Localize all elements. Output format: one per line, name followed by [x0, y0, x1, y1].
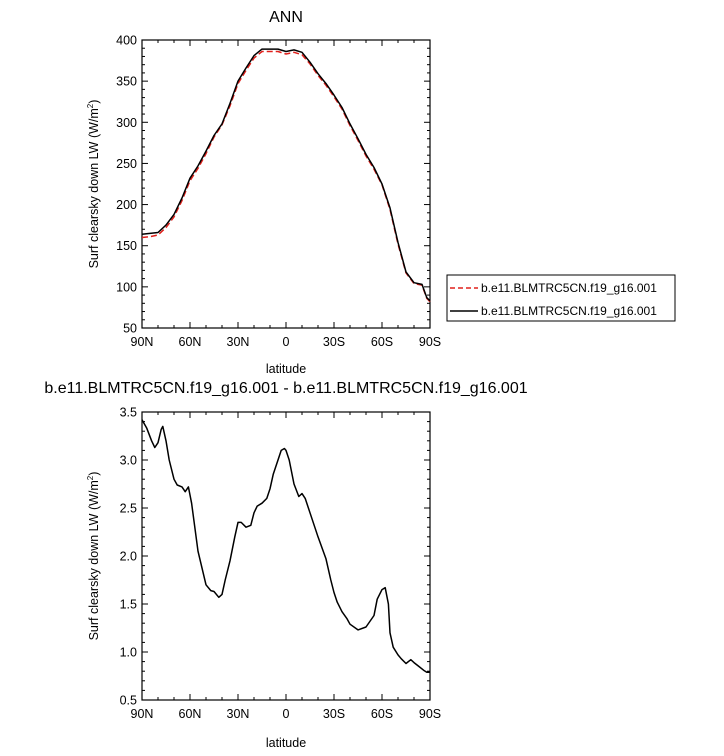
y-tick-label: 100: [116, 280, 137, 294]
y-tick-label: 2.5: [120, 502, 137, 516]
y-tick-label: 3.5: [120, 406, 137, 420]
x-tick-label: 60N: [179, 707, 202, 721]
y-tick-label: 0.5: [120, 694, 137, 708]
y-tick-label: 350: [116, 75, 137, 89]
x-tick-label: 0: [283, 707, 290, 721]
bottom-chart-panel: b.e11.BLMTRC5CN.f19_g16.001 - b.e11.BLMT…: [44, 380, 527, 750]
top-x-axis-label: latitude: [266, 362, 306, 376]
x-tick-label: 30N: [227, 707, 250, 721]
top-plot-area: 90N 60N 30N 0 30S 60S 90S 50 100 150 200 250 300 350 4…: [116, 34, 441, 350]
y-tick-label: 2.0: [120, 550, 137, 564]
plot-frame: [141, 39, 431, 329]
series-line-1: [141, 50, 431, 303]
legend-box: [446, 274, 676, 322]
x-tick-label: 90N: [131, 335, 154, 349]
x-tick-label: 30N: [227, 335, 250, 349]
y-tick-label: 1.0: [120, 646, 137, 660]
y-tick-label: 150: [116, 239, 137, 253]
x-tick-label: 90S: [419, 707, 441, 721]
y-tick-label: 3.0: [120, 454, 137, 468]
bottom-chart-title: b.e11.BLMTRC5CN.f19_g16.001 - b.e11.BLMT…: [44, 380, 527, 397]
x-tick-label: 90S: [419, 335, 441, 349]
top-chart-panel: ANN 90N 60N 30N 0 30S 60S 90S 50 100 150 200 250 300…: [86, 9, 441, 376]
bottom-plot-area: 90N 60N 30N 0 30S 60S 90S 0.5 1.0 1.5 2.0 2.5 3.0 3.5: [120, 406, 442, 722]
x-tick-label: 30S: [323, 707, 345, 721]
bottom-x-axis-label: latitude: [266, 736, 306, 750]
y-tick-label: 400: [116, 34, 137, 48]
x-tick-label: 90N: [131, 707, 154, 721]
top-chart-title: ANN: [269, 9, 303, 26]
y-tick-label: 300: [116, 116, 137, 130]
x-tick-label: 60S: [371, 335, 393, 349]
y-tick-label: 200: [116, 198, 137, 212]
y-tick-label: 50: [123, 322, 137, 336]
x-tick-label: 60S: [371, 707, 393, 721]
series-line-1: [141, 419, 430, 673]
x-tick-label: 30S: [323, 335, 345, 349]
x-tick-label: 60N: [179, 335, 202, 349]
legend-label-series-2: b.e11.BLMTRC5CN.f19_g16.001: [481, 304, 657, 318]
series-line-2: [141, 48, 431, 302]
plot-frame: [141, 411, 431, 701]
y-tick-label: 250: [116, 157, 137, 171]
top-y-axis-label: Surf clearsky down LW (W/m2): [86, 100, 101, 269]
legend: b.e11.BLMTRC5CN.f19_g16.001 b.e11.BLMTRC…: [446, 274, 676, 322]
bottom-y-axis-label: Surf clearsky down LW (W/m2): [86, 472, 101, 641]
x-tick-label: 0: [283, 335, 290, 349]
legend-label-series-1: b.e11.BLMTRC5CN.f19_g16.001: [481, 281, 657, 295]
y-tick-label: 1.5: [120, 598, 137, 612]
